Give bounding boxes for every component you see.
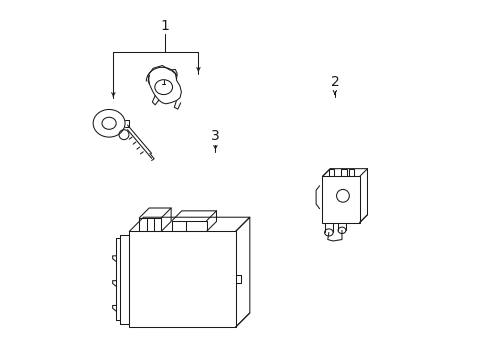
Text: 3: 3 — [211, 129, 220, 143]
Text: 2: 2 — [330, 75, 339, 89]
Text: 1: 1 — [160, 19, 169, 33]
